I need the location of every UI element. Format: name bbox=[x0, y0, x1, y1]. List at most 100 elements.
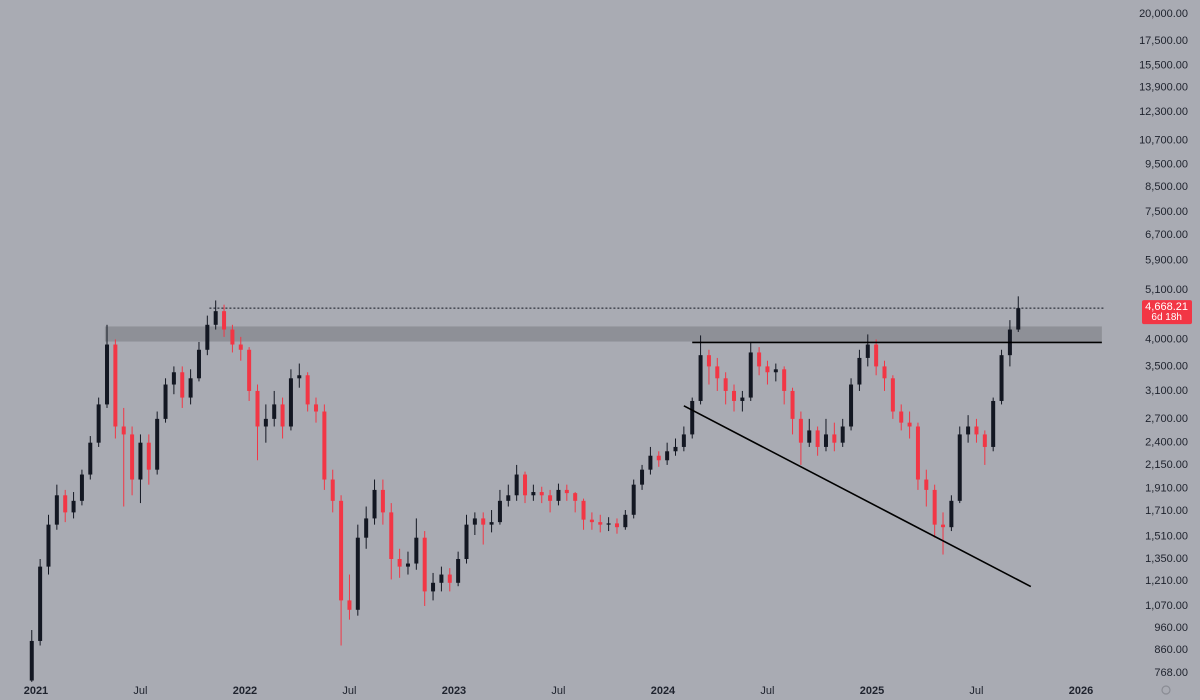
candle-body bbox=[690, 400, 695, 435]
x-tick-label: 2023 bbox=[442, 685, 466, 697]
y-tick-label: 1,910.00 bbox=[1145, 483, 1188, 495]
candle-body bbox=[431, 582, 436, 592]
candle-body bbox=[514, 474, 519, 496]
candle-body bbox=[422, 537, 427, 592]
candle-body bbox=[481, 518, 486, 525]
price-label: 4,668.21 bbox=[1145, 301, 1188, 313]
candle-body bbox=[414, 537, 419, 564]
settings-icon bbox=[1161, 685, 1171, 695]
candle-body bbox=[280, 404, 285, 427]
candle-body bbox=[932, 489, 937, 525]
y-tick-label: 10,700.00 bbox=[1139, 134, 1188, 146]
candle-body bbox=[857, 357, 862, 385]
candle-body bbox=[606, 523, 611, 525]
candle-body bbox=[439, 574, 444, 583]
candle-body bbox=[790, 390, 795, 419]
candle-body bbox=[205, 324, 210, 350]
candle-body bbox=[757, 352, 762, 367]
candle-body bbox=[765, 366, 770, 373]
candle-body bbox=[807, 430, 812, 443]
candle-body bbox=[665, 451, 670, 461]
candle-body bbox=[38, 566, 43, 641]
candle-body bbox=[506, 495, 511, 501]
y-tick-label: 768.00 bbox=[1154, 667, 1188, 679]
candle-body bbox=[573, 493, 578, 501]
y-tick-label: 15,500.00 bbox=[1139, 59, 1188, 71]
x-tick-label: 2022 bbox=[233, 685, 257, 697]
countdown-label: 6d 18h bbox=[1151, 312, 1182, 323]
candle-body bbox=[188, 378, 193, 398]
candle-body bbox=[715, 366, 720, 379]
trend-line bbox=[683, 405, 1032, 588]
candle-body bbox=[230, 329, 235, 345]
candle-body bbox=[740, 397, 745, 401]
y-tick-label: 7,500.00 bbox=[1145, 206, 1188, 218]
candle-body bbox=[330, 479, 335, 501]
x-tick-label: 2021 bbox=[24, 685, 48, 697]
candle-body bbox=[489, 522, 494, 525]
y-tick-label: 2,400.00 bbox=[1145, 437, 1188, 449]
candle-body bbox=[255, 390, 260, 427]
candle-body bbox=[171, 372, 176, 385]
y-tick-label: 2,700.00 bbox=[1145, 413, 1188, 425]
candle-body bbox=[339, 500, 344, 601]
candle-body bbox=[71, 500, 76, 513]
candle-body bbox=[54, 495, 59, 525]
candle-body bbox=[88, 442, 93, 475]
y-tick-label: 1,210.00 bbox=[1145, 575, 1188, 587]
candle-body bbox=[163, 384, 168, 419]
candle-body bbox=[1016, 308, 1021, 330]
candle-body bbox=[29, 640, 34, 681]
candle-body bbox=[999, 355, 1004, 401]
candle-body bbox=[890, 378, 895, 412]
candle-body bbox=[447, 574, 452, 583]
candle-body bbox=[456, 558, 461, 583]
candle-body bbox=[598, 522, 603, 525]
candle-body bbox=[865, 344, 870, 358]
candle-body bbox=[155, 418, 160, 470]
candle-body bbox=[305, 375, 310, 405]
candle-body bbox=[924, 479, 929, 490]
x-tick-label: Jul bbox=[133, 685, 147, 697]
candle-body bbox=[966, 426, 971, 435]
candle-body bbox=[698, 355, 703, 401]
x-tick-label: Jul bbox=[342, 685, 356, 697]
candle-body bbox=[723, 378, 728, 391]
candle-body bbox=[105, 344, 110, 405]
candle-body bbox=[405, 563, 410, 567]
candle-body bbox=[63, 495, 68, 513]
y-tick-label: 8,500.00 bbox=[1145, 181, 1188, 193]
candle-body bbox=[464, 524, 469, 559]
y-tick-label: 960.00 bbox=[1154, 622, 1188, 634]
x-tick-label: 2024 bbox=[651, 685, 676, 697]
candle-body bbox=[681, 434, 686, 447]
candle-body bbox=[130, 434, 135, 480]
candle-body bbox=[840, 426, 845, 443]
candle-body bbox=[380, 489, 385, 513]
candle-body bbox=[815, 430, 820, 447]
y-tick-label: 2,150.00 bbox=[1145, 459, 1188, 471]
candle-body bbox=[364, 518, 369, 538]
candle-body bbox=[773, 369, 778, 373]
candle-body bbox=[581, 500, 586, 520]
candle-body bbox=[389, 512, 394, 559]
candle-body bbox=[706, 355, 711, 367]
candle-body bbox=[79, 474, 84, 501]
candle-body bbox=[297, 375, 302, 379]
candle-body bbox=[322, 411, 327, 480]
candle-body bbox=[288, 378, 293, 427]
candle-body bbox=[314, 404, 319, 412]
candle-body bbox=[564, 489, 569, 494]
candle-body bbox=[849, 384, 854, 427]
x-tick-label: Jul bbox=[551, 685, 565, 697]
candle-body bbox=[823, 434, 828, 447]
y-tick-label: 9,500.00 bbox=[1145, 158, 1188, 170]
candle-body bbox=[656, 455, 661, 461]
candle-body bbox=[556, 489, 561, 501]
candle-body bbox=[96, 404, 101, 443]
y-tick-label: 860.00 bbox=[1154, 644, 1188, 656]
x-tick-label: 2025 bbox=[860, 685, 884, 697]
candle-body bbox=[121, 426, 126, 435]
